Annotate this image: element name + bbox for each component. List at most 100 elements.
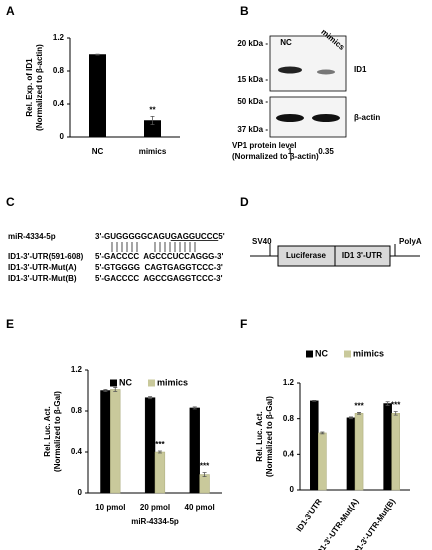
legend-swatch — [110, 379, 117, 387]
legend-label: mimics — [157, 377, 188, 387]
bar — [318, 432, 327, 491]
legend-label: mimics — [353, 348, 384, 358]
band-label: β-actin — [354, 113, 380, 122]
significance: *** — [354, 402, 364, 411]
bar — [154, 451, 166, 494]
significance: *** — [200, 462, 210, 471]
significance: *** — [155, 440, 165, 449]
bar — [100, 390, 111, 494]
target-name: ID1-3'-UTR-Mut(B) — [8, 274, 77, 283]
target-seq: 5'-GACCCC AGCCCUCCAGGG-3' — [95, 252, 223, 261]
error-bar — [95, 53, 100, 56]
panel-label: E — [6, 317, 14, 331]
legend-swatch — [344, 350, 351, 358]
x-tick-label: 10 pmol — [95, 503, 125, 512]
marker: 50 kDa - — [237, 97, 268, 106]
box-label: ID1 3'-UTR — [342, 251, 382, 260]
target-seq: 5'-GTGGGG CAGTGAGGTCCC-3' — [95, 263, 223, 272]
significance: ** — [149, 105, 156, 114]
bar — [189, 407, 200, 494]
error-bar — [157, 450, 162, 454]
y-tick-label: 1.2 — [53, 33, 65, 42]
marker: 37 kDa - — [237, 125, 268, 134]
quant-value: 1 — [288, 147, 293, 156]
seq-part: 3'-GUGGGGGCAGU — [95, 232, 171, 241]
legend-label: NC — [119, 377, 132, 387]
x-tick-label: NC — [92, 147, 104, 156]
bar — [144, 397, 156, 494]
x-tick-label: 20 pmol — [140, 503, 170, 512]
blot-box — [269, 35, 347, 92]
y-tick-label: 0.4 — [283, 449, 295, 458]
bar — [354, 413, 364, 491]
target-name: ID1-3'-UTR-Mut(A) — [8, 263, 77, 272]
y-tick-label: 0.8 — [283, 414, 295, 423]
legend-swatch — [148, 379, 155, 387]
error-bar — [393, 411, 398, 416]
pairing — [111, 242, 196, 252]
panel-label: B — [240, 4, 249, 18]
marker: 15 kDa - — [237, 75, 268, 84]
error-bar — [148, 396, 153, 400]
y-label: Rel. Luc. Act. — [43, 406, 52, 456]
bar — [383, 403, 392, 491]
y-tick-label: 1.2 — [71, 365, 83, 374]
legend-swatch — [306, 350, 313, 358]
bar — [89, 54, 106, 138]
quant-label: VP1 protein level — [232, 141, 296, 150]
utr-box — [334, 245, 391, 267]
band — [276, 114, 304, 122]
panel-label: F — [240, 317, 247, 331]
error-bar — [320, 431, 325, 435]
y-tick-label: 0.8 — [53, 66, 65, 75]
y-label: Rel. Luc. Act. — [255, 411, 264, 461]
error-bar — [348, 416, 353, 420]
mirna-name: miR-4334-5p — [8, 232, 56, 241]
bar — [110, 389, 121, 494]
y-tick-label: 0 — [290, 485, 295, 494]
target-seq: 5'-GACCCC AGCCGAGGTCCC-3' — [95, 274, 223, 283]
y-tick-label: 0.4 — [53, 99, 65, 108]
x-tick-label: mimics — [139, 147, 167, 156]
y-tick-label: 0 — [60, 132, 65, 141]
x-label: miR-4334-5p — [131, 517, 179, 526]
marker: 20 kDa - — [237, 39, 268, 48]
x-tick-label: 40 pmol — [185, 503, 215, 512]
mirna-seq: 3'-GUGGGGGCAGUGAGGUCCC5' — [95, 232, 225, 241]
error-bar — [103, 389, 108, 392]
y-label: (Normalized to β-actin) — [35, 44, 44, 131]
seed: GAGGUCCC — [171, 232, 219, 241]
lane-label: NC — [280, 38, 292, 47]
y-tick-label: 0.4 — [71, 447, 83, 456]
band — [312, 114, 340, 122]
quant-value: 0.35 — [318, 147, 334, 156]
error-bar — [312, 399, 317, 402]
y-tick-label: 0 — [78, 488, 83, 497]
error-bar — [357, 412, 362, 415]
significance: *** — [391, 401, 401, 410]
seq-part: 5' — [218, 232, 224, 241]
bar — [199, 474, 210, 494]
x-tick-label: ID1-3'UTR — [295, 497, 324, 533]
promoter: SV40 — [252, 237, 272, 246]
y-label: Rel. Exp. of ID1 — [25, 58, 34, 117]
error-bar — [113, 387, 118, 392]
error-bar — [192, 406, 197, 410]
panel-label: D — [240, 195, 249, 209]
quant-label: (Normalized to β-actin) — [232, 152, 319, 161]
panel-label: C — [6, 195, 15, 209]
bar — [346, 417, 356, 491]
y-tick-label: 1.2 — [283, 378, 295, 387]
error-bar — [150, 115, 155, 126]
bar — [391, 413, 400, 491]
band — [278, 66, 302, 74]
bar — [310, 400, 319, 491]
y-label: (Normalized to β-Gal) — [265, 396, 274, 477]
target-name: ID1-3'-UTR(591-608) — [8, 252, 84, 261]
panel-label: A — [6, 4, 15, 18]
band — [317, 69, 335, 75]
band-label: ID1 — [354, 65, 367, 74]
error-bar — [385, 401, 390, 406]
y-tick-label: 0.8 — [71, 406, 83, 415]
